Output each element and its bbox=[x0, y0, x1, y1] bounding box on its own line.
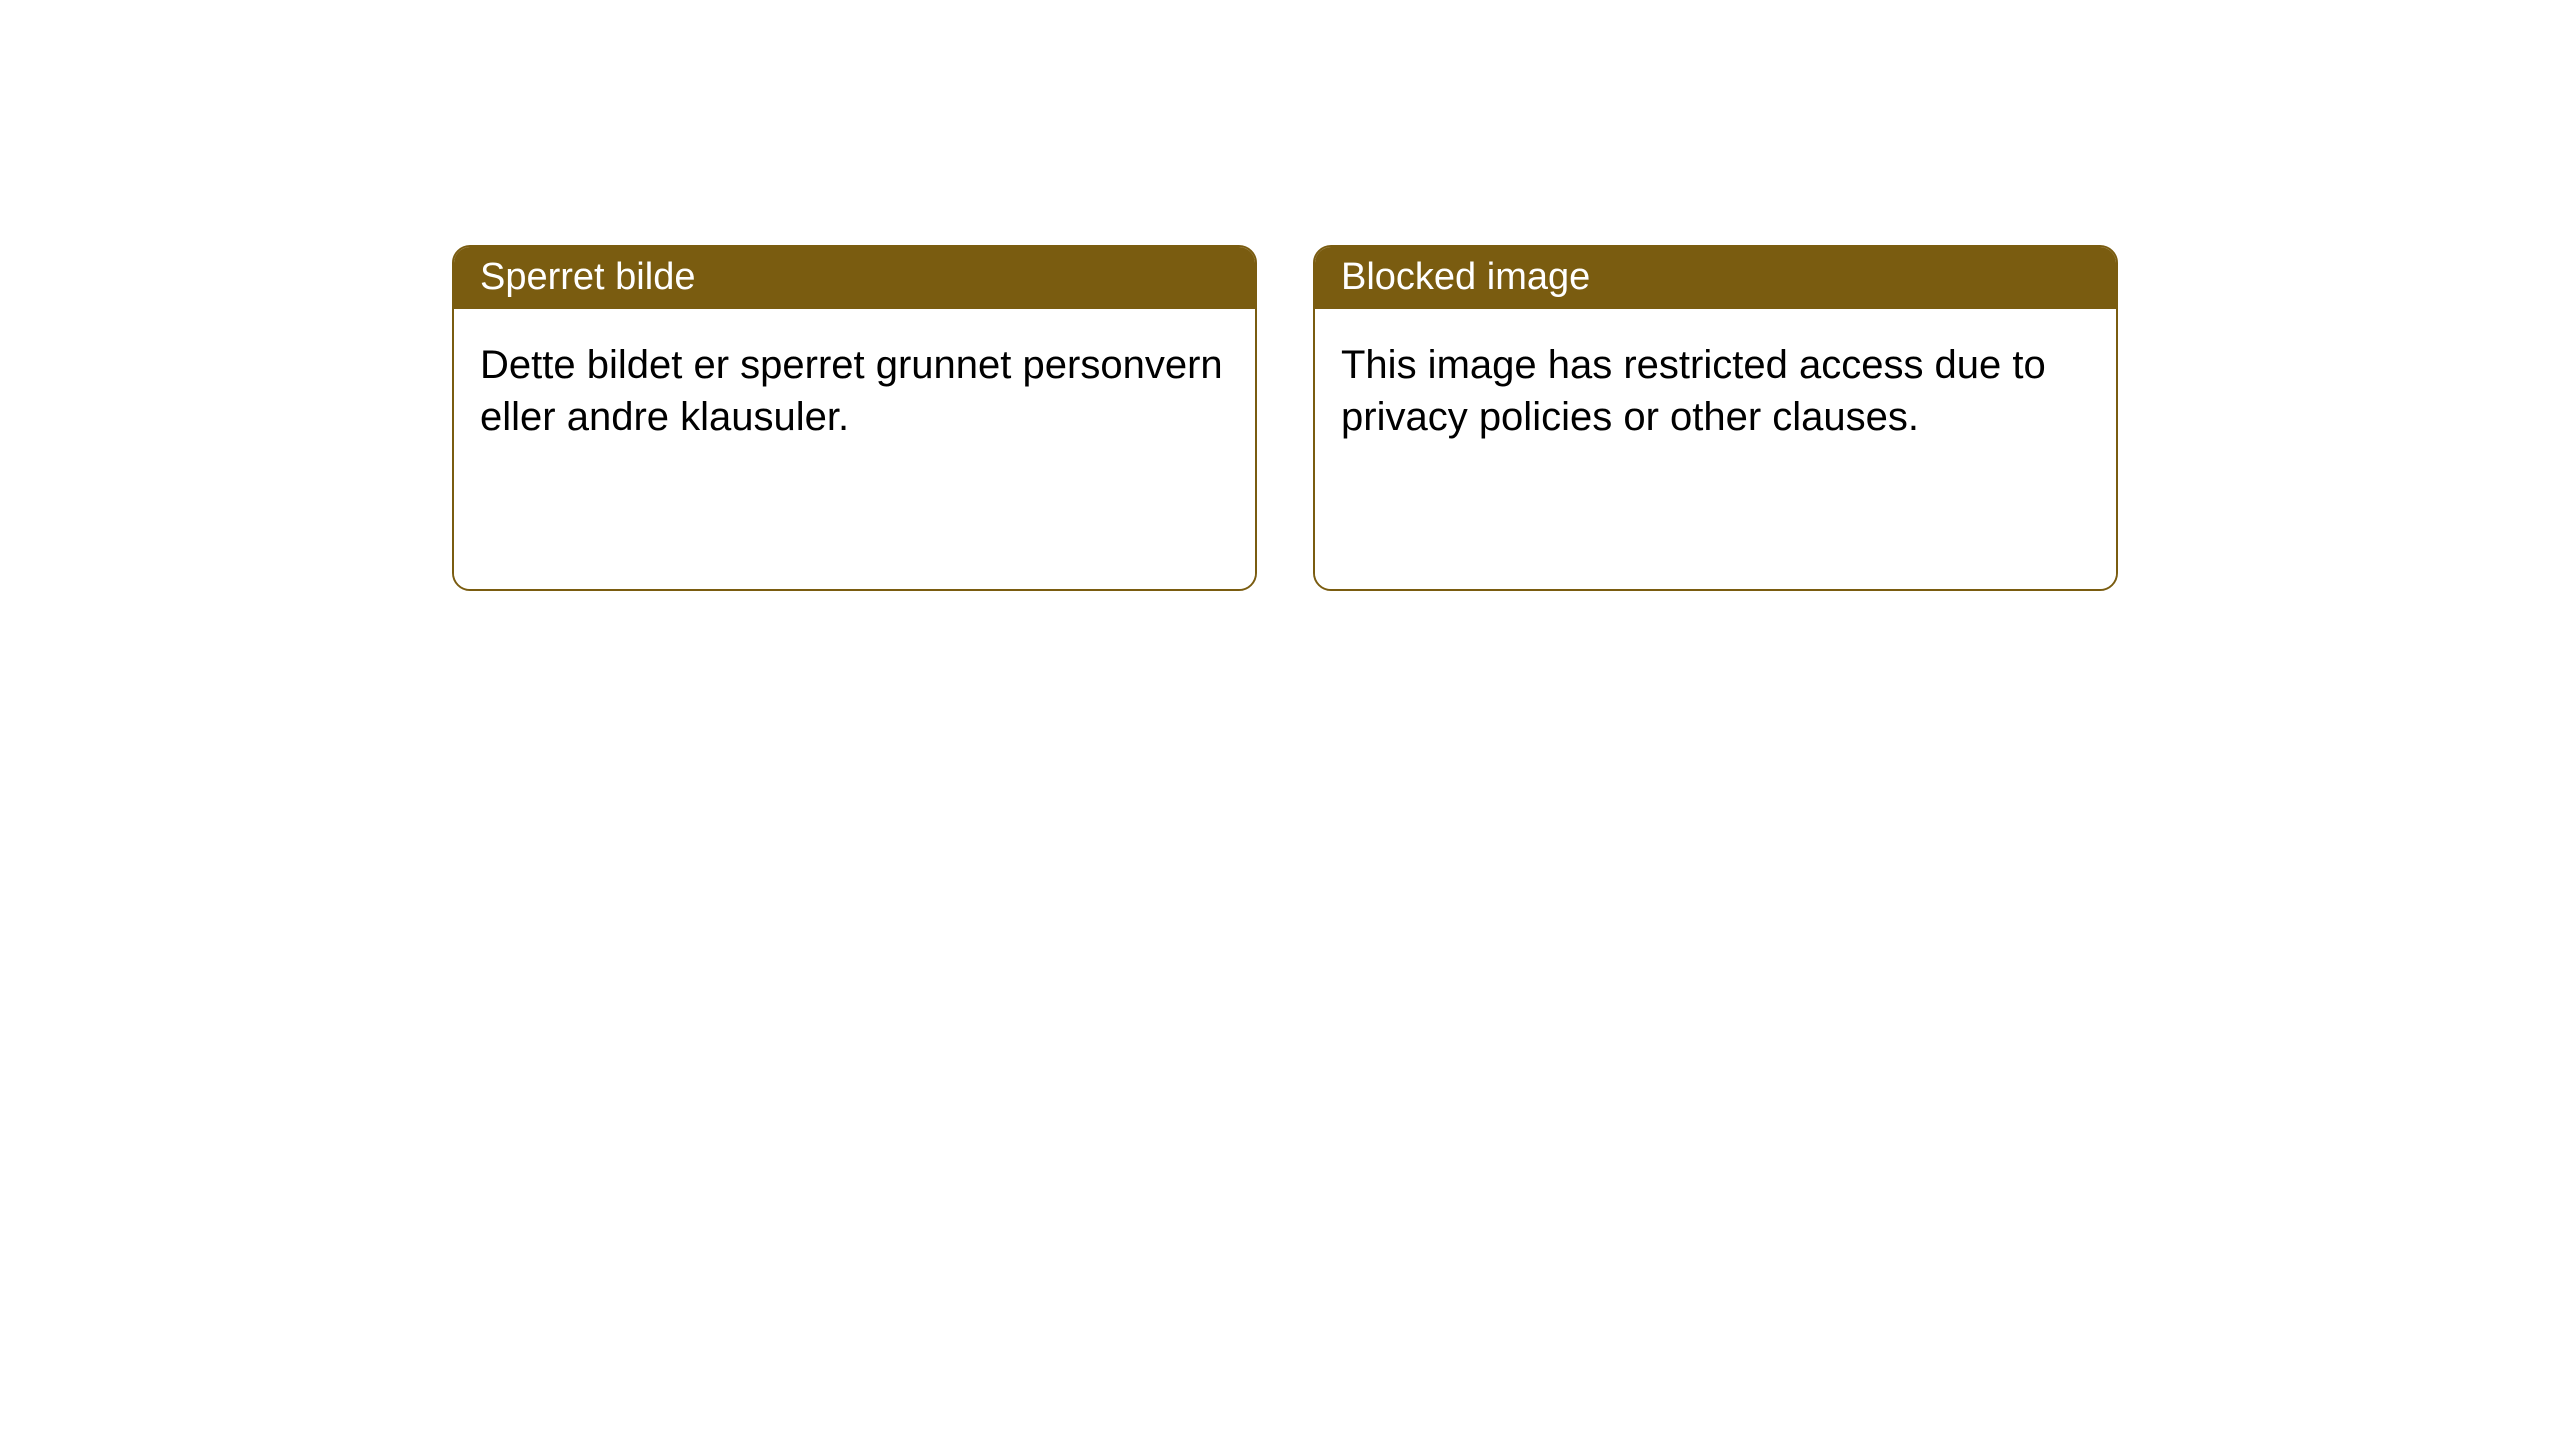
blocked-image-card-no: Sperret bilde Dette bildet er sperret gr… bbox=[452, 245, 1257, 591]
card-header-en: Blocked image bbox=[1315, 247, 2116, 309]
card-body-no: Dette bildet er sperret grunnet personve… bbox=[454, 309, 1255, 589]
notice-cards-row: Sperret bilde Dette bildet er sperret gr… bbox=[0, 0, 2560, 591]
card-body-en: This image has restricted access due to … bbox=[1315, 309, 2116, 589]
card-header-no: Sperret bilde bbox=[454, 247, 1255, 309]
blocked-image-card-en: Blocked image This image has restricted … bbox=[1313, 245, 2118, 591]
